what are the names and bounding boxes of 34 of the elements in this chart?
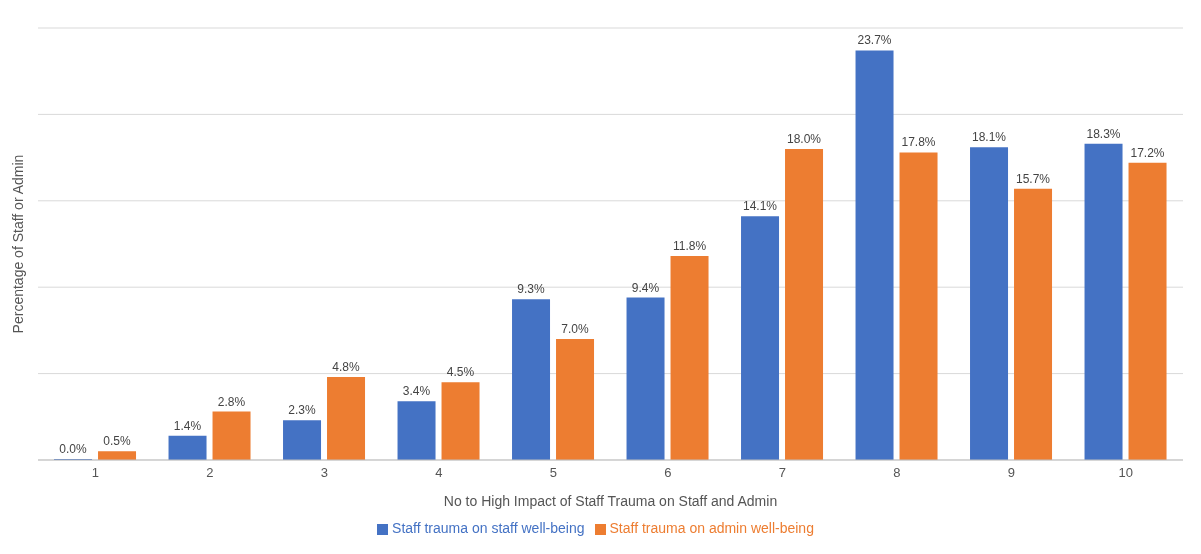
x-tick-label: 6 [664, 465, 672, 481]
data-label: 2.8% [217, 394, 246, 409]
data-label: 7.0% [561, 322, 590, 337]
data-label: 4.8% [332, 360, 361, 375]
x-tick-label: 9 [1007, 465, 1015, 481]
data-label: 14.1% [743, 199, 778, 214]
data-label: 15.7% [1016, 171, 1051, 186]
data-label: 3.4% [402, 384, 431, 399]
x-tick-label: 5 [549, 465, 557, 481]
data-label: 2.3% [288, 403, 317, 418]
data-label: 0.0% [59, 442, 88, 456]
data-label: 23.7% [857, 33, 892, 48]
data-label: 18.0% [787, 131, 822, 146]
x-tick-label: 1 [91, 465, 99, 481]
y-axis-title: Percentage of Staff or Admin [9, 154, 26, 334]
x-tick-label: 2 [206, 465, 214, 481]
data-label: 0.5% [103, 434, 132, 449]
legend-label: Staff trauma on admin well-being [609, 520, 814, 536]
data-label: 9.4% [631, 280, 660, 295]
x-tick-label: 3 [320, 465, 328, 481]
x-tick-label: 8 [893, 465, 901, 481]
data-label: 1.4% [173, 418, 202, 433]
legend-label: Staff trauma on staff well-being [392, 520, 585, 536]
x-axis-title: No to High Impact of Staff Trauma on Staff and Admin [443, 493, 778, 509]
data-label: 18.1% [972, 130, 1007, 145]
x-tick-label: 7 [778, 465, 786, 481]
data-label: 17.8% [901, 135, 936, 150]
data-label: 17.2% [1130, 145, 1165, 160]
x-tick-label: 4 [435, 465, 443, 481]
data-label: 11.8% [672, 239, 707, 254]
data-label: 18.3% [1086, 126, 1121, 141]
x-tick-label: 10 [1118, 465, 1133, 481]
data-label: 9.3% [517, 282, 546, 297]
data-label: 4.5% [446, 365, 475, 380]
